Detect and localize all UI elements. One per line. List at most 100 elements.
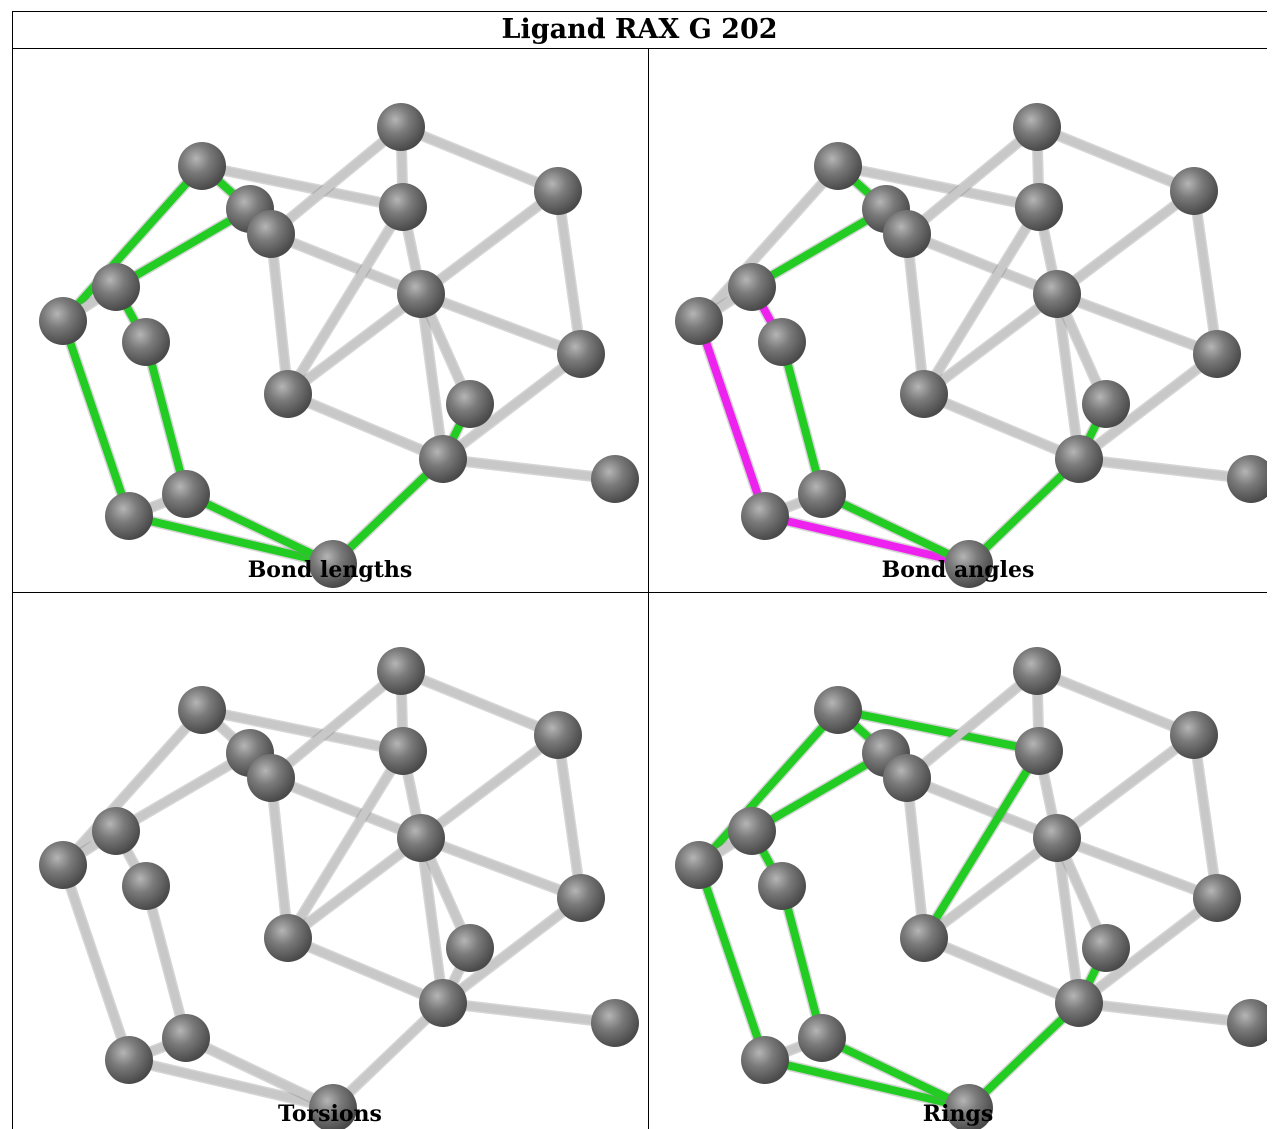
bond bbox=[284, 747, 407, 942]
atom bbox=[814, 142, 862, 190]
bond-highlight bbox=[818, 1034, 973, 1112]
bond bbox=[920, 834, 1061, 942]
atom bbox=[741, 492, 789, 540]
bond-secondary-highlight bbox=[761, 512, 973, 568]
bond bbox=[417, 834, 585, 902]
bond-highlight bbox=[182, 490, 337, 568]
atom bbox=[92, 807, 140, 855]
atom bbox=[379, 183, 427, 231]
atom bbox=[446, 924, 494, 972]
atom bbox=[728, 263, 776, 311]
bond bbox=[417, 731, 562, 842]
bond bbox=[920, 203, 1043, 398]
atom bbox=[397, 270, 445, 318]
atom bbox=[264, 914, 312, 962]
bond bbox=[182, 1034, 337, 1112]
bond bbox=[834, 162, 1043, 211]
bond-highlight bbox=[695, 861, 769, 1064]
atom bbox=[39, 841, 87, 889]
bond bbox=[1053, 731, 1198, 842]
atom bbox=[534, 167, 582, 215]
atom bbox=[178, 142, 226, 190]
atom bbox=[591, 455, 639, 503]
atom bbox=[264, 370, 312, 418]
atom bbox=[178, 686, 226, 734]
atom bbox=[1193, 874, 1241, 922]
bond bbox=[417, 834, 447, 1007]
bond bbox=[397, 123, 562, 195]
panel-rings: Rings bbox=[649, 593, 1267, 1129]
bond-secondary-highlight bbox=[695, 317, 769, 520]
atom bbox=[1082, 924, 1130, 972]
bond bbox=[267, 230, 292, 398]
atom bbox=[883, 210, 931, 258]
bond-highlight bbox=[778, 882, 826, 1042]
bond-highlight bbox=[778, 338, 826, 498]
atom bbox=[1170, 167, 1218, 215]
bond bbox=[554, 731, 585, 902]
bond bbox=[920, 290, 1061, 398]
atom bbox=[162, 1014, 210, 1062]
bond bbox=[903, 667, 1041, 782]
bond bbox=[59, 706, 206, 869]
atom bbox=[446, 380, 494, 428]
atom bbox=[945, 540, 993, 588]
molecule-diagram-torsions bbox=[39, 647, 639, 1129]
bond bbox=[439, 350, 585, 463]
atom bbox=[309, 1084, 357, 1129]
bond-highlight bbox=[761, 1056, 973, 1112]
bond bbox=[417, 290, 585, 358]
bond-highlight bbox=[695, 706, 842, 869]
bond-highlight bbox=[818, 490, 973, 568]
bond bbox=[267, 123, 405, 238]
bond bbox=[1053, 290, 1083, 463]
bond-highlight bbox=[748, 749, 890, 835]
atom bbox=[557, 874, 605, 922]
atom bbox=[675, 841, 723, 889]
atom bbox=[728, 807, 776, 855]
atom bbox=[1227, 455, 1267, 503]
bond bbox=[1075, 350, 1221, 463]
bond-highlight bbox=[112, 205, 254, 291]
atom bbox=[883, 754, 931, 802]
atom bbox=[1055, 435, 1103, 483]
caption-bond-angles: Bond angles bbox=[881, 557, 1035, 583]
bond bbox=[284, 834, 425, 942]
bond bbox=[903, 774, 1061, 842]
panel-bond-angles: Bond angles bbox=[649, 49, 1267, 591]
frame-center-rule bbox=[648, 48, 649, 1129]
atom bbox=[397, 814, 445, 862]
atom bbox=[419, 435, 467, 483]
bond bbox=[284, 390, 447, 463]
atom bbox=[675, 297, 723, 345]
atom bbox=[945, 1084, 993, 1129]
atom bbox=[900, 370, 948, 418]
bond bbox=[59, 861, 133, 1064]
atom bbox=[1015, 183, 1063, 231]
bond bbox=[554, 187, 585, 358]
bond bbox=[267, 774, 292, 942]
bond bbox=[417, 187, 562, 298]
bond bbox=[267, 774, 425, 842]
bond bbox=[920, 934, 1083, 1007]
bond bbox=[417, 290, 447, 463]
atom bbox=[105, 492, 153, 540]
bond bbox=[284, 203, 407, 398]
frame-middle-rule bbox=[12, 592, 1267, 593]
caption-bond-lengths: Bond lengths bbox=[247, 557, 413, 583]
bond bbox=[1075, 999, 1255, 1027]
atom bbox=[1227, 999, 1267, 1047]
frame-top-rule bbox=[12, 11, 1267, 12]
bond bbox=[1190, 187, 1221, 358]
bond bbox=[267, 667, 405, 782]
atom bbox=[1170, 711, 1218, 759]
bond-highlight bbox=[59, 162, 206, 325]
atom bbox=[122, 318, 170, 366]
atom bbox=[741, 1036, 789, 1084]
bond bbox=[903, 774, 928, 942]
bond bbox=[1053, 290, 1221, 358]
bond bbox=[112, 749, 254, 835]
atom bbox=[1013, 103, 1061, 151]
atom bbox=[1015, 727, 1063, 775]
bond bbox=[284, 290, 425, 398]
